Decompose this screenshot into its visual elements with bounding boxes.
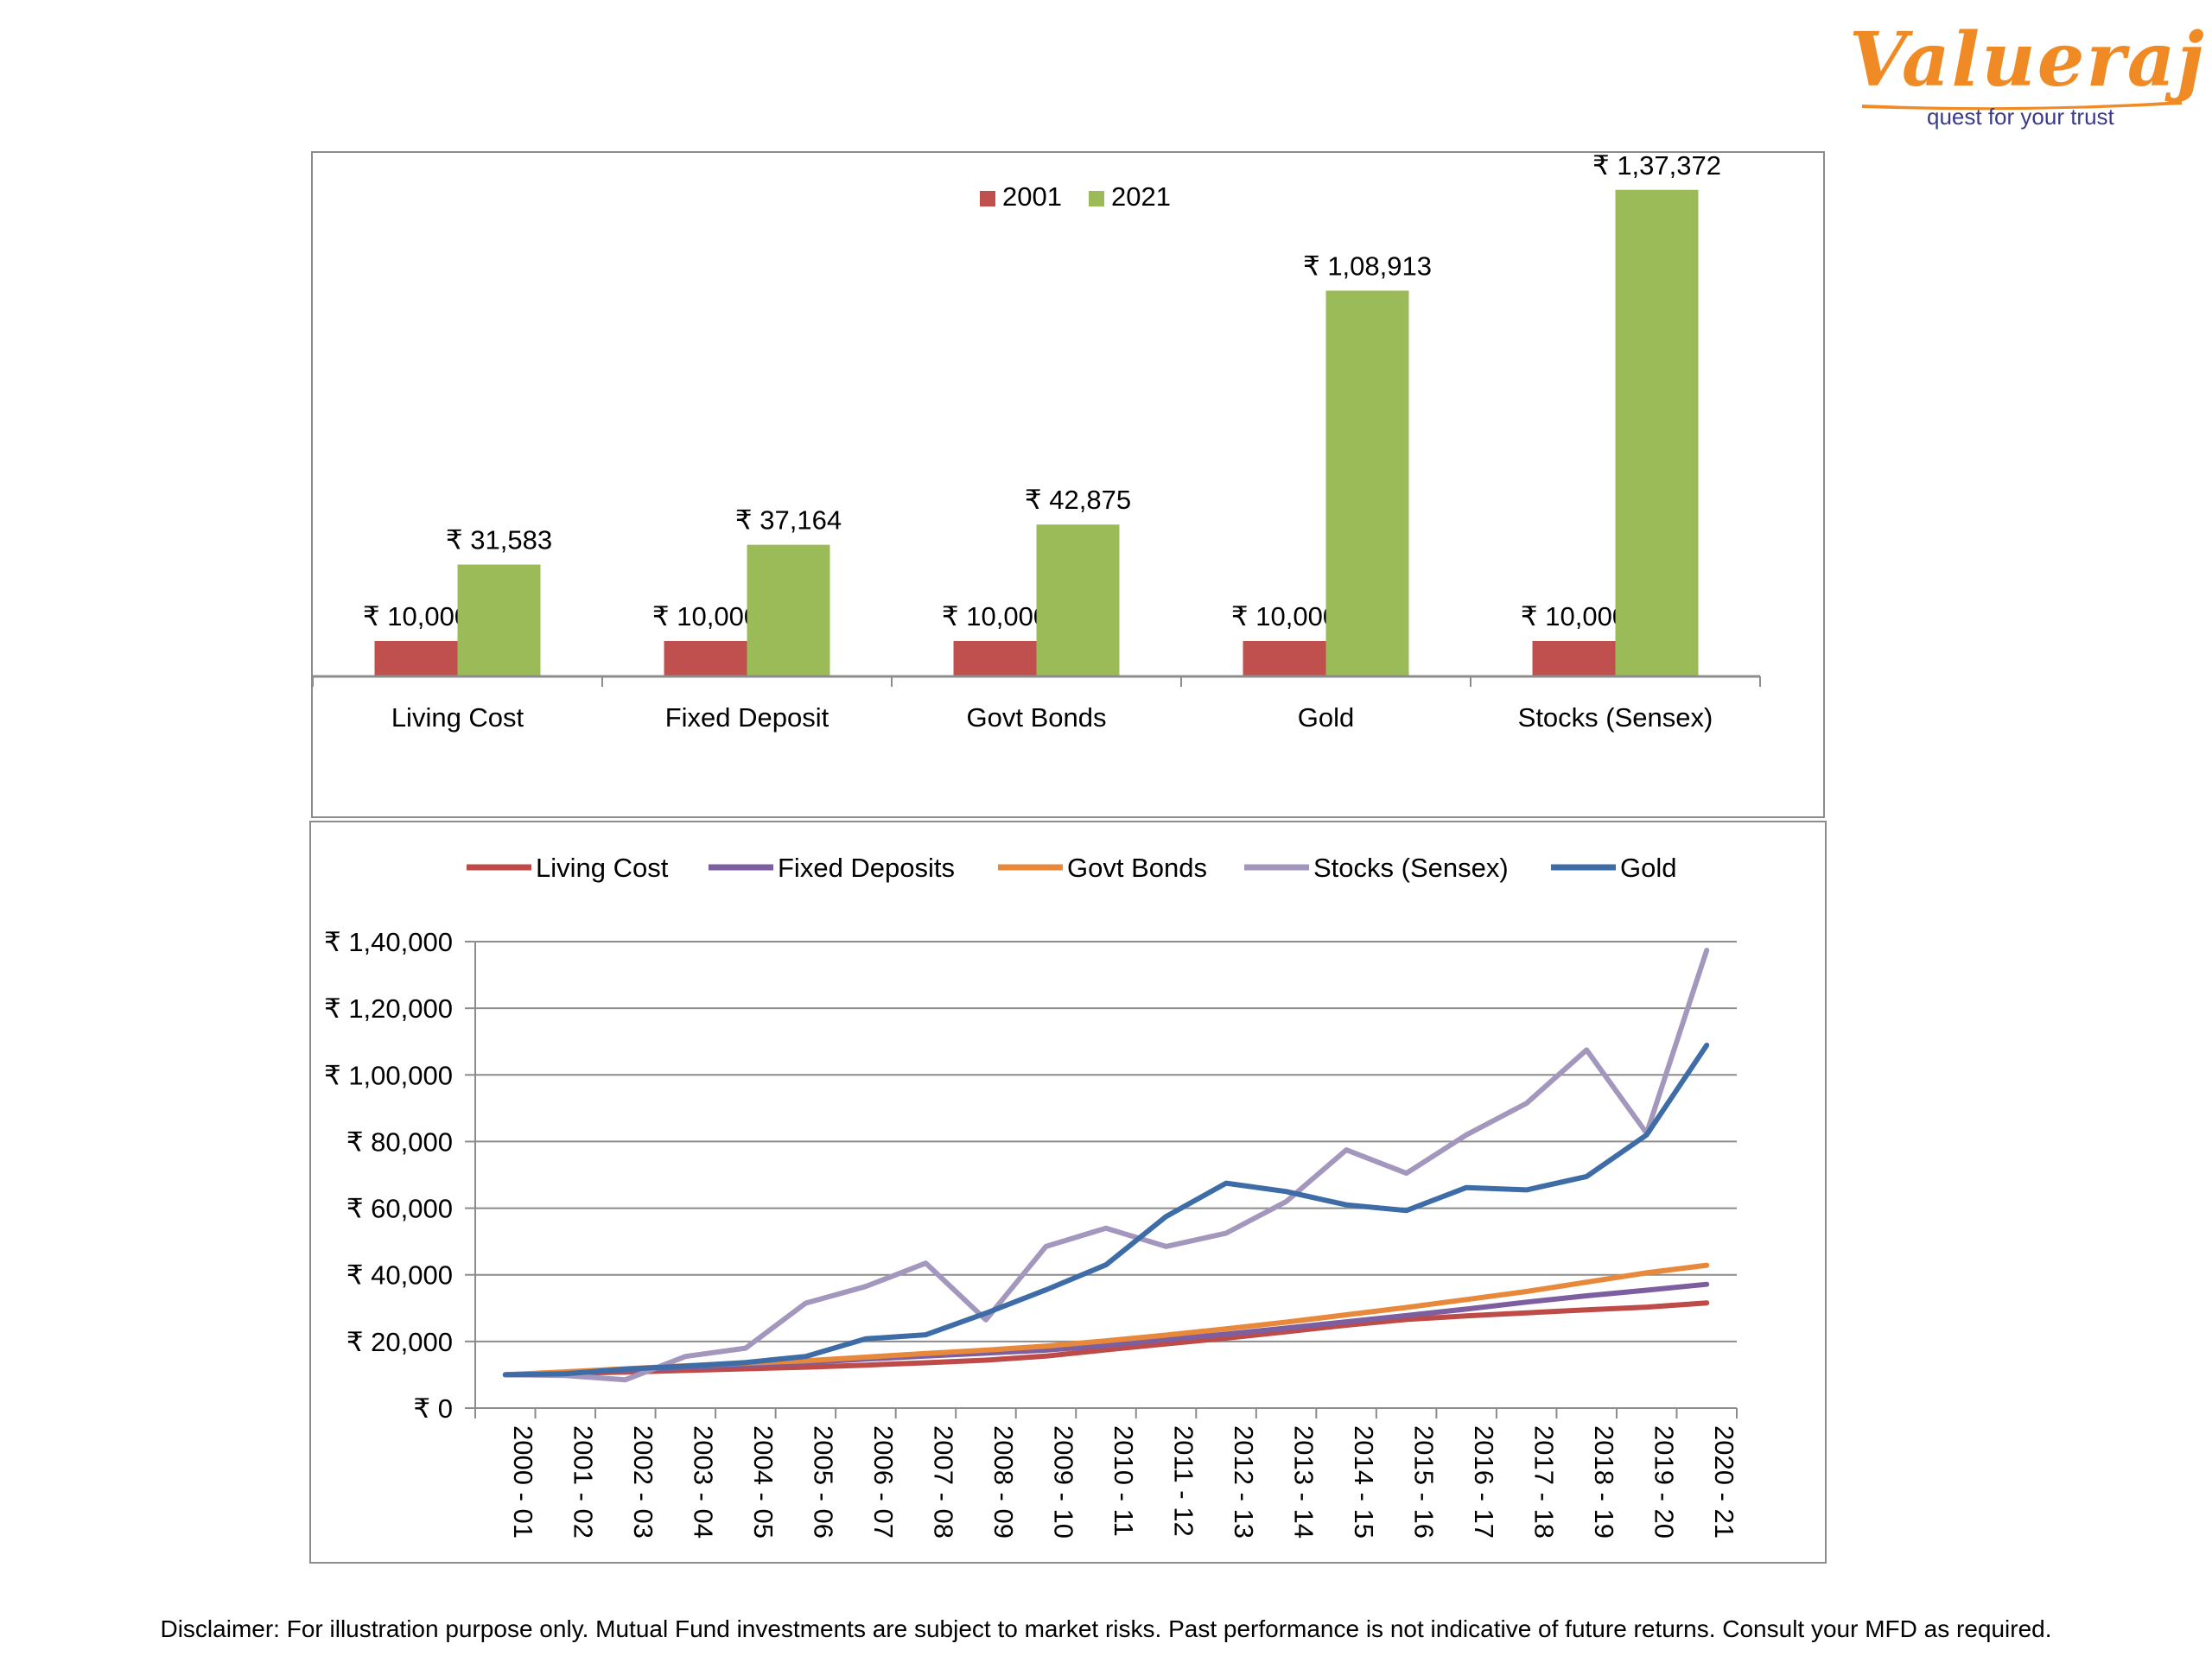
data-label-2001-1: ₹ 10,000 [652, 601, 759, 631]
x-tick-label: Living Cost [391, 702, 524, 733]
y-tick-label: ₹ 1,00,000 [324, 1060, 453, 1090]
bar-2001-0 [374, 641, 458, 676]
legend-label-4: Gold [1620, 853, 1676, 883]
brand-logo: Valueraj quest for your trust [1849, 16, 2206, 130]
legend-label-2: Govt Bonds [1067, 853, 1207, 883]
series-line-gold [502, 1042, 1710, 1378]
x-tick-label: 2011 - 12 [1169, 1425, 1199, 1537]
x-tick-label: 2000 - 01 [508, 1425, 538, 1539]
x-tick-label: 2008 - 09 [988, 1425, 1019, 1539]
y-tick-label: ₹ 20,000 [346, 1327, 453, 1357]
y-tick-label: ₹ 40,000 [346, 1260, 453, 1291]
line-chart: Living Cost Fixed Deposits Govt Bonds Stock… [324, 853, 1739, 1539]
bar-2021-3 [1325, 290, 1409, 676]
x-tick-label: 2014 - 15 [1349, 1425, 1379, 1539]
x-tick-label: Gold [1298, 702, 1354, 733]
logo-swoosh-icon [1862, 101, 2182, 111]
data-label-2021-4: ₹ 1,37,372 [1592, 153, 1721, 181]
x-tick-label: 2009 - 10 [1048, 1425, 1078, 1539]
y-tick-label: ₹ 80,000 [346, 1126, 453, 1157]
x-tick-label: 2010 - 11 [1109, 1425, 1139, 1537]
legend-label-3: Stocks (Sensex) [1313, 853, 1509, 883]
x-tick-label: 2012 - 13 [1229, 1425, 1259, 1539]
data-label-2021-0: ₹ 31,583 [446, 525, 552, 555]
x-tick-label: 2017 - 18 [1529, 1425, 1560, 1539]
bar-2021-4 [1615, 189, 1699, 677]
bar-chart: 2001 2021 ₹ 10,000 ₹ 31,583 Living Cost ₹ 10,… [312, 150, 1761, 733]
legend-label-2021: 2021 [1111, 181, 1171, 212]
x-tick-label: 2020 - 21 [1709, 1425, 1739, 1539]
bar-2001-4 [1532, 641, 1616, 676]
data-label-2001-3: ₹ 10,000 [1231, 601, 1338, 631]
bar-2021-0 [457, 564, 541, 676]
x-tick-label: 2018 - 19 [1589, 1425, 1619, 1539]
brand-name: Valueraj [1849, 16, 2206, 104]
series-line-fixed-deposits [502, 1281, 1710, 1378]
bar-2001-2 [953, 641, 1037, 676]
y-tick-label: ₹ 60,000 [346, 1194, 453, 1224]
x-tick-label: 2015 - 16 [1409, 1425, 1440, 1539]
line-chart-panel: Living Cost Fixed Deposits Govt Bonds Stock… [309, 821, 1827, 1564]
data-label-2021-1: ₹ 37,164 [735, 505, 842, 536]
data-label-2001-0: ₹ 10,000 [363, 601, 469, 631]
series-line-living-cost [502, 1300, 1710, 1378]
bar-chart-panel: 2001 2021 ₹ 10,000 ₹ 31,583 Living Cost ₹ 10,… [311, 150, 1825, 818]
data-label-2001-2: ₹ 10,000 [942, 601, 1048, 631]
x-tick-label: Fixed Deposit [665, 702, 830, 733]
x-tick-label: 2004 - 05 [748, 1425, 779, 1539]
legend-swatch-2021 [1089, 191, 1104, 206]
x-tick-label: 2002 - 03 [628, 1425, 658, 1539]
y-tick-label: ₹ 0 [413, 1393, 453, 1424]
disclaimer-text: Disclaimer: For illustration purpose onl… [160, 1615, 2052, 1642]
data-label-2001-4: ₹ 10,000 [1521, 601, 1627, 631]
data-label-2021-2: ₹ 42,875 [1025, 485, 1131, 515]
bar-2001-1 [664, 641, 747, 676]
brand-tagline: quest for your trust [1927, 104, 2114, 130]
x-tick-label: Stocks (Sensex) [1518, 702, 1713, 733]
x-tick-label: 2003 - 04 [688, 1425, 718, 1539]
x-tick-label: 2019 - 20 [1649, 1425, 1680, 1539]
y-tick-label: ₹ 1,20,000 [324, 993, 453, 1024]
x-tick-label: 2007 - 08 [928, 1425, 958, 1539]
y-tick-label: ₹ 1,40,000 [324, 927, 453, 957]
series-line-stocks-sensex- [502, 948, 1710, 1383]
x-tick-label: 2006 - 07 [868, 1425, 899, 1539]
data-label-2021-3: ₹ 1,08,913 [1303, 251, 1432, 281]
bar-2001-3 [1243, 641, 1326, 676]
legend-label-0: Living Cost [536, 853, 669, 883]
x-tick-label: 2005 - 06 [808, 1425, 838, 1539]
x-tick-label: 2001 - 02 [568, 1425, 598, 1539]
x-tick-label: Govt Bonds [967, 702, 1107, 733]
legend-label-2001: 2001 [1002, 181, 1062, 212]
legend-label-1: Fixed Deposits [778, 853, 955, 883]
bar-2021-1 [747, 544, 830, 676]
x-tick-label: 2016 - 17 [1469, 1425, 1499, 1539]
bar-2021-2 [1036, 524, 1120, 676]
x-tick-label: 2013 - 14 [1289, 1425, 1319, 1539]
legend-swatch-2001 [980, 191, 995, 206]
